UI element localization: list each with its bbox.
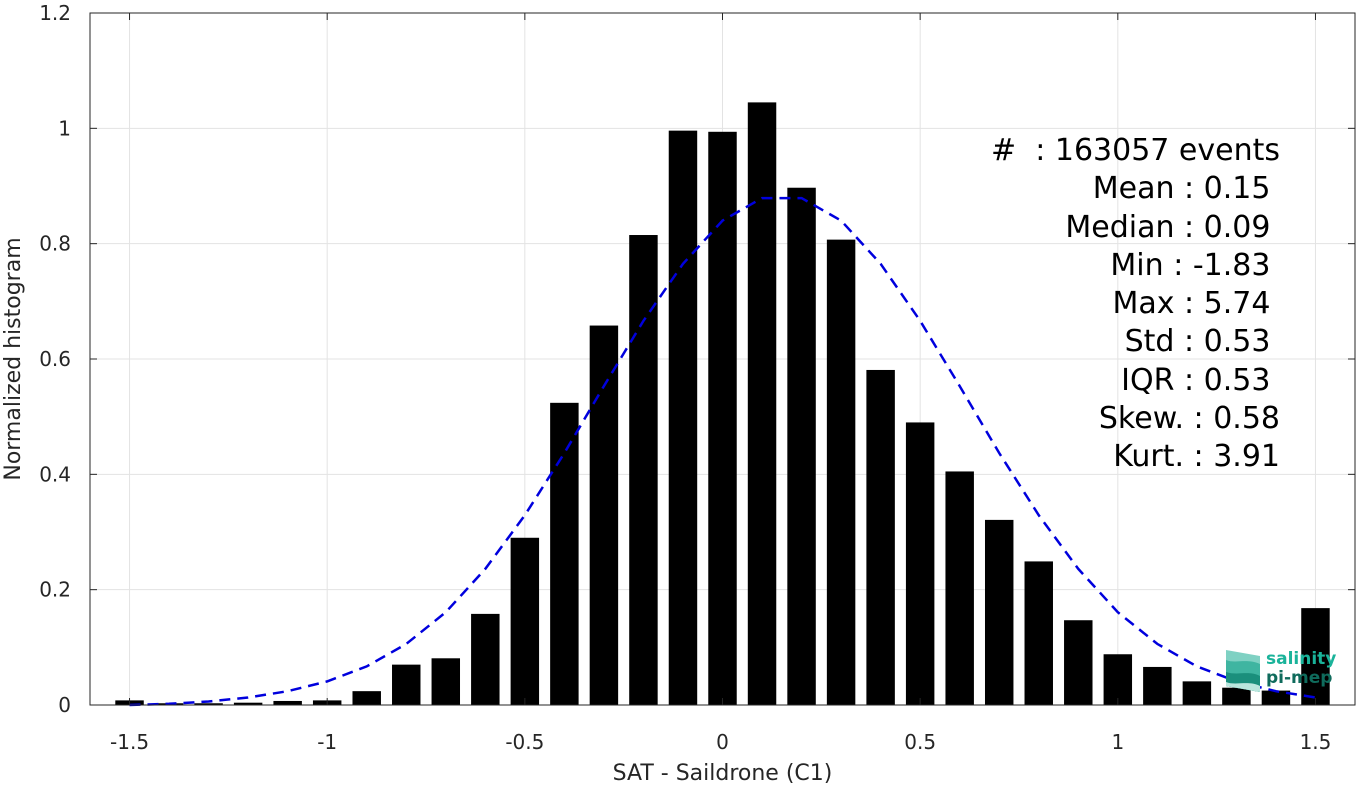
histogram-bar-13 — [629, 235, 658, 705]
statistics-panel: # : 163057 events Mean : 0.15 Median : 0.… — [940, 132, 1280, 477]
histogram-bar-9 — [471, 613, 500, 705]
x-tick-label-0: -1.5 — [110, 730, 149, 754]
stat-line-0: # : 163057 events — [991, 133, 1280, 168]
histogram-bar-23 — [1024, 561, 1053, 705]
histogram-bar-24 — [1064, 620, 1093, 705]
histogram-bar-15 — [708, 131, 737, 705]
histogram-bar-14 — [668, 130, 698, 705]
y-tick-label-6: 1.2 — [39, 1, 71, 25]
histogram-bar-21 — [945, 471, 974, 705]
histogram-bar-19 — [866, 369, 895, 705]
histogram-bar-10 — [510, 537, 540, 705]
logo-text-salinity: salinity — [1266, 649, 1337, 669]
y-tick-label-4: 0.8 — [39, 232, 71, 256]
x-tick-label-2: -0.5 — [505, 730, 544, 754]
histogram-bar-2 — [194, 703, 223, 705]
x-tick-label-3: 0 — [716, 730, 729, 754]
histogram-bar-25 — [1103, 654, 1133, 705]
histogram-bar-22 — [984, 519, 1014, 705]
stat-line-2: Median : 0.09 — [1065, 209, 1280, 245]
x-tick-label-5: 1 — [1111, 730, 1124, 754]
stat-line-5: Std : 0.53 — [1124, 324, 1280, 360]
fit-curve — [129, 196, 1316, 707]
histogram-bar-17 — [787, 187, 816, 706]
histogram-bar-29 — [1261, 690, 1291, 705]
stat-line-1: Mean : 0.15 — [1092, 171, 1280, 207]
y-tick-label-3: 0.6 — [39, 347, 71, 371]
x-tick-label-6: 1.5 — [1300, 730, 1332, 754]
histogram-bar-27 — [1182, 681, 1212, 705]
histogram-bar-26 — [1143, 666, 1172, 705]
salinity-pimep-logo: salinity pi-mep — [1220, 646, 1350, 696]
histogram-bar-12 — [589, 325, 619, 705]
x-tick-label-4: 0.5 — [904, 730, 936, 754]
y-tick-label-2: 0.4 — [39, 462, 71, 486]
stat-line-6: IQR : 0.53 — [1121, 362, 1280, 398]
histogram-bar-7 — [392, 664, 421, 705]
logo-text-pimep: pi-mep — [1266, 668, 1333, 688]
y-tick-label-0: 0 — [58, 693, 71, 717]
histogram-bar-8 — [431, 658, 461, 705]
histogram-bar-30 — [1301, 608, 1330, 705]
y-tick-label-1: 0.2 — [39, 578, 71, 602]
histogram-bar-4 — [273, 700, 302, 705]
stat-line-7: Skew. : 0.58 — [1098, 401, 1280, 437]
x-axis-label: SAT - Saildrone (C1) — [613, 761, 833, 785]
histogram-bar-18 — [826, 239, 856, 705]
y-axis-label: Normalized histogram — [1, 237, 26, 480]
x-tick-label-1: -1 — [317, 730, 337, 754]
histogram-bar-3 — [233, 702, 263, 705]
logo-wave-icon — [1226, 650, 1260, 692]
histogram-bar-11 — [550, 402, 579, 705]
histogram-bar-16 — [747, 102, 777, 706]
histogram-bar-6 — [352, 691, 381, 705]
stat-line-8: Kurt. : 3.91 — [1113, 439, 1280, 475]
stat-line-4: Max : 5.74 — [1112, 286, 1280, 322]
histogram-bar-28 — [1222, 687, 1251, 705]
stat-line-3: Min : -1.83 — [1110, 247, 1280, 283]
y-tick-label-5: 1 — [58, 116, 71, 140]
axis-ticks: -1.5 -1 -0.5 0 0.5 1 1.5 0 0.2 0.4 0.6 0.8 1 1.2 — [39, 1, 1355, 754]
histogram-bar-20 — [905, 422, 935, 705]
